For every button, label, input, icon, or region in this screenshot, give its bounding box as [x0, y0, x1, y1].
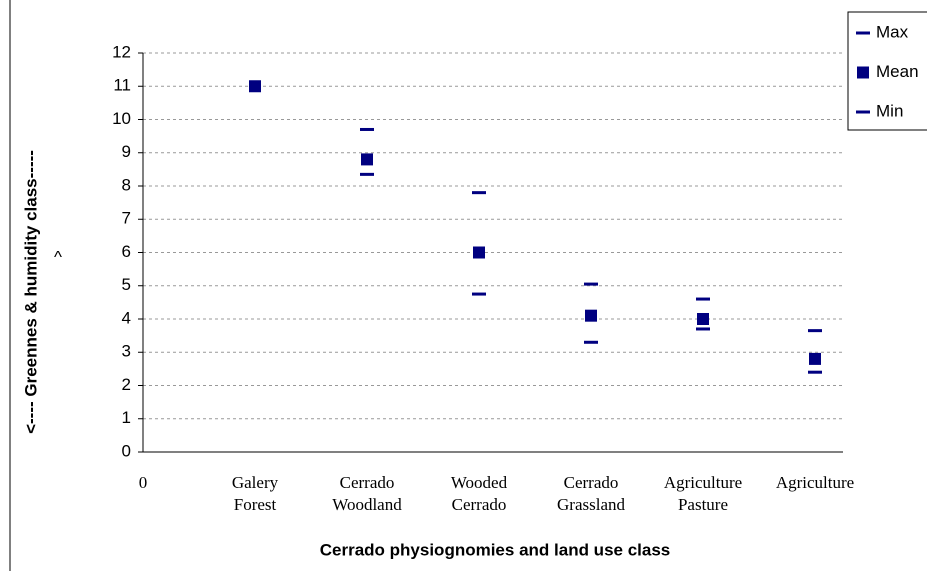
y-tick-label: 7 [122, 209, 131, 228]
range-marker [808, 370, 822, 374]
y-tick-label: 12 [112, 42, 131, 61]
y-tick-label: 2 [122, 375, 131, 394]
y-tick-label: 3 [122, 342, 131, 361]
mean-marker [473, 246, 485, 259]
y-tick-label: 4 [122, 308, 131, 327]
range-marker [856, 110, 870, 114]
range-marker [584, 282, 598, 286]
legend-label: Min [876, 101, 903, 120]
y-tick-label: 9 [122, 142, 131, 161]
y-tick-label: 5 [122, 275, 131, 294]
range-marker [472, 292, 486, 296]
y-tick-label: 10 [112, 109, 131, 128]
range-marker [472, 191, 486, 195]
range-marker [696, 297, 710, 301]
x-tick-label: 0 [138, 473, 148, 492]
mean-marker [249, 80, 261, 93]
x-tick-label: Cerrado Grassland [557, 473, 625, 514]
legend-label: Mean [876, 62, 919, 81]
mean-marker [857, 66, 869, 79]
mean-marker [585, 309, 597, 322]
x-tick-label: Agriculture Pasture [663, 473, 743, 514]
range-marker [360, 172, 374, 176]
y-tick-label: 0 [122, 441, 131, 460]
mean-marker [697, 313, 709, 325]
y-axis-label: <---- Greennes & humidity class----- [21, 150, 40, 434]
y-tick-label: 1 [122, 408, 131, 427]
y-tick-label: 6 [122, 242, 131, 261]
x-axis-label: Cerrado physiognomies and land use class [320, 540, 671, 559]
range-marker [584, 340, 598, 344]
x-tick-label: Agriculture [775, 473, 855, 492]
annotation: ^ [54, 247, 62, 266]
x-tick-label: Wooded Cerrado [450, 473, 508, 514]
range-marker [360, 127, 374, 131]
mean-marker [361, 153, 373, 166]
range-marker [696, 327, 710, 331]
mean-marker [809, 352, 821, 365]
legend-label: Max [876, 22, 909, 41]
y-tick-label: 8 [122, 175, 131, 194]
range-marker [856, 31, 870, 35]
x-tick-label: Cerrado Woodland [332, 473, 402, 514]
x-tick-label: Galery Forest [231, 473, 279, 514]
range-marker [808, 329, 822, 333]
y-tick-label: 11 [113, 76, 131, 95]
